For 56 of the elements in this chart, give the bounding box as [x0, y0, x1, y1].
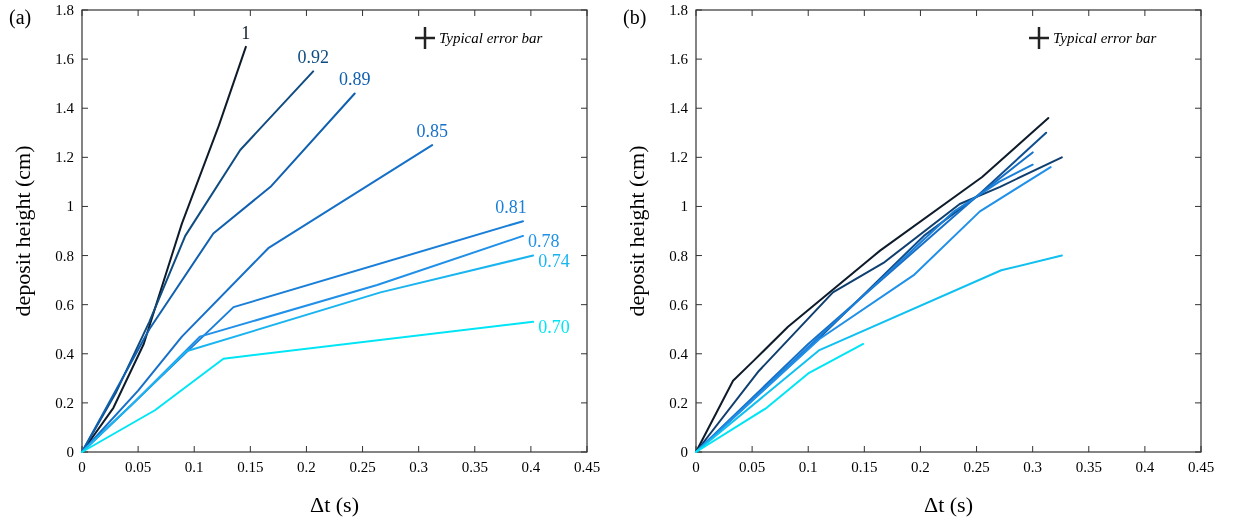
y-tick-label: 1.2: [669, 149, 688, 166]
annotation: Typical error bar: [439, 30, 543, 46]
y-tick-label: 1.4: [669, 100, 689, 117]
y-tick-label: 0.6: [55, 296, 75, 313]
y-axis-title: deposit height (cm): [10, 145, 35, 317]
series-label: 0.78: [528, 230, 560, 251]
y-tick-label: 0: [680, 444, 688, 460]
x-tick-label: 0.05: [124, 459, 152, 475]
chart-title: (b): [623, 6, 647, 29]
y-tick-label: 0.4: [55, 345, 75, 362]
y-tick-label: 1.4: [55, 100, 75, 117]
series-label: 0.85: [416, 121, 448, 142]
y-tick-label: 1: [680, 198, 688, 215]
y-tick-label: 0: [66, 444, 74, 460]
x-tick-label: 0.2: [911, 459, 930, 475]
y-tick-label: 0.6: [669, 296, 689, 313]
y-tick-label: 1.2: [55, 149, 74, 166]
x-tick-label: 0.35: [461, 459, 488, 475]
chart-title: (a): [9, 6, 32, 29]
y-tick-label: 0.8: [669, 247, 688, 264]
x-axis-title: Δt (s): [924, 492, 973, 517]
x-axis-title: Δt (s): [310, 492, 359, 517]
x-tick-label: 0.4: [521, 459, 541, 475]
y-tick-label: 1.6: [55, 51, 75, 68]
x-tick-label: 0.45: [1187, 459, 1215, 475]
series-label: 0.70: [538, 316, 570, 337]
y-tick-label: 0.8: [55, 247, 74, 264]
x-tick-label: 0.15: [851, 459, 878, 475]
x-tick-label: 0.4: [1135, 459, 1155, 475]
y-tick-label: 0.4: [669, 345, 689, 362]
y-tick-label: 1.8: [669, 2, 688, 18]
x-tick-label: 0.35: [1075, 459, 1102, 475]
x-tick-label: 0.25: [963, 459, 990, 475]
series-label: 0.89: [338, 69, 371, 90]
y-tick-label: 1.8: [55, 2, 74, 18]
x-tick-label: 0.25: [349, 459, 376, 475]
y-tick-label: 0.2: [55, 394, 74, 411]
x-tick-label: 0: [692, 459, 700, 475]
y-tick-label: 0.2: [669, 394, 688, 411]
annotation: Typical error bar: [1053, 30, 1157, 46]
series-label: 1: [241, 22, 251, 43]
x-tick-label: 0.1: [184, 459, 204, 475]
x-tick-label: 0.05: [738, 459, 766, 475]
x-tick-label: 0.15: [237, 459, 264, 475]
x-tick-label: 0.1: [798, 459, 818, 475]
y-tick-label: 1.6: [669, 51, 689, 68]
x-tick-label: 0.3: [1023, 459, 1043, 475]
y-axis-title: deposit height (cm): [624, 145, 649, 317]
x-tick-label: 0.3: [409, 459, 429, 475]
x-tick-label: 0.45: [573, 459, 601, 475]
series-label: 0.92: [297, 47, 329, 68]
series-label: 0.74: [538, 250, 570, 271]
y-tick-label: 1: [66, 198, 74, 215]
x-tick-label: 0: [78, 459, 86, 475]
x-tick-label: 0.2: [297, 459, 316, 475]
series-label: 0.81: [495, 197, 527, 218]
